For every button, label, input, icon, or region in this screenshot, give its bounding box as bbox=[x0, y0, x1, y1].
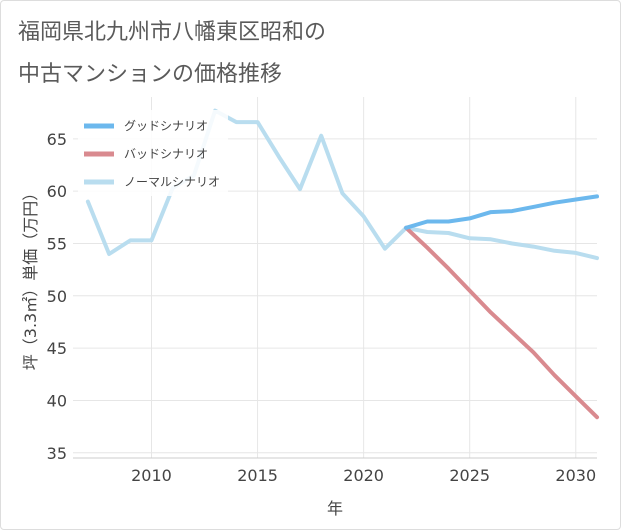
series-line-1 bbox=[404, 225, 599, 420]
legend-label-0: グッドシナリオ bbox=[124, 119, 208, 133]
y-tick-label: 35 bbox=[47, 444, 67, 463]
y-tick-label: 40 bbox=[47, 391, 67, 410]
y-tick-label: 50 bbox=[47, 287, 67, 306]
x-tick-label: 2020 bbox=[343, 466, 384, 485]
grid bbox=[73, 97, 597, 458]
y-tick-label: 45 bbox=[47, 339, 67, 358]
chart-title-line-1: 福岡県北九州市八幡東区昭和の bbox=[18, 20, 327, 45]
legend-label-1: バッドシナリオ bbox=[124, 147, 208, 161]
x-tick-label: 2015 bbox=[237, 466, 278, 485]
series-line-0 bbox=[404, 194, 599, 230]
y-tick-label: 65 bbox=[47, 130, 67, 149]
x-tick-label: 2010 bbox=[131, 466, 172, 485]
chart-title-line-2: 中古マンションの価格推移 bbox=[18, 62, 283, 87]
x-tick-label: 2030 bbox=[555, 466, 596, 485]
x-tick-label: 2025 bbox=[449, 466, 490, 485]
y-tick-label: 60 bbox=[47, 182, 67, 201]
y-tick-label: 55 bbox=[47, 234, 67, 253]
legend-label-2: ノーマルシナリオ bbox=[124, 175, 220, 189]
y-axis-title: 坪（3.3㎡）単価（万円） bbox=[21, 185, 40, 370]
tick-labels: 2010 2015 2020 2025 2030 35 40 45 50 55 60 65 bbox=[47, 130, 597, 485]
x-axis-title: 年 bbox=[327, 499, 343, 518]
